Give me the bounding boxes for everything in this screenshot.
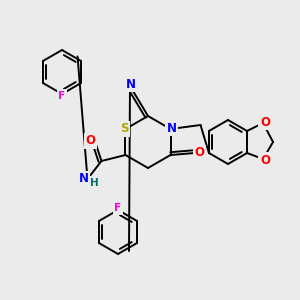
Text: F: F (114, 203, 122, 213)
Text: O: O (260, 116, 270, 128)
Text: O: O (85, 134, 95, 148)
Text: H: H (90, 178, 99, 188)
Text: N: N (79, 172, 88, 185)
Text: N: N (126, 77, 136, 91)
Text: F: F (58, 91, 66, 101)
Text: O: O (260, 154, 270, 166)
Text: S: S (120, 122, 129, 136)
Text: N: N (167, 122, 176, 134)
Text: O: O (194, 146, 205, 160)
